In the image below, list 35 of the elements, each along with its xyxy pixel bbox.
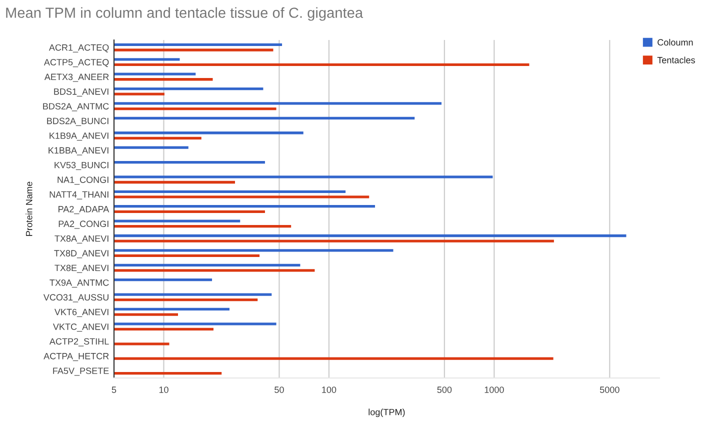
y-tick-label: PA2_CONGI [58,220,108,229]
x-tick-label: 50 [274,386,284,393]
x-tick-label: 5000 [600,386,620,393]
y-tick-label: PA2_ADAPA [58,206,110,214]
y-tick-label: ACTPA_HETCR [44,352,109,362]
y-tick-label: BDS2A_ANTMC [43,103,109,112]
y-tick-label: VKTC_ANEVI [52,324,108,332]
y-tick-label: ACTP5_ACTEQ [44,59,109,68]
y-tick-label: TX8E_ANEVI [54,264,108,273]
x-tick-label: 5 [112,386,116,393]
y-tick-label: VCO31_AUSSU [43,294,108,302]
y-tick-label: K1B9A_ANEVI [50,132,108,141]
x-tick-label: 1000 [484,386,504,393]
y-tick-label: BDS2A_BUNCI [47,118,108,126]
y-tick-label: VKT6_ANEVI [54,308,108,317]
y-tick-label: BDS1_ANEVI [54,88,108,96]
chart-title: Mean TPM in column and tentacle tissue of C. gigantea [6,7,364,21]
x-axis-title: log(TPM) [368,408,405,418]
x-tick-label: 100 [322,386,336,393]
y-tick-label: TX8D_ANEVI [54,250,108,258]
x-tick-label: 10 [159,386,168,393]
y-tick-label: K1BBA_ANEVI [48,147,108,156]
y-axis-title: Protein Name [26,182,32,236]
y-tick-label: AETX3_ANEER [44,74,109,82]
y-tick-label: TX8A_ANEVI [54,235,108,244]
y-tick-label: FA5V_PSETE [53,368,109,376]
y-tick-label: TX9A_ANTMC [50,279,109,288]
y-tick-label: KV53_BUNCI [54,162,108,170]
y-tick-label: NA1_CONGI [58,176,108,185]
y-tick-label: NATT4_THANI [50,191,108,200]
y-tick-label: ACTP2_STIHL [49,338,109,346]
x-tick-label: 500 [437,386,452,393]
legend-label: Coloumn [658,38,693,46]
legend-label: Tentacles [657,56,695,64]
y-tick-label: ACR1_ACTEQ [48,44,109,52]
